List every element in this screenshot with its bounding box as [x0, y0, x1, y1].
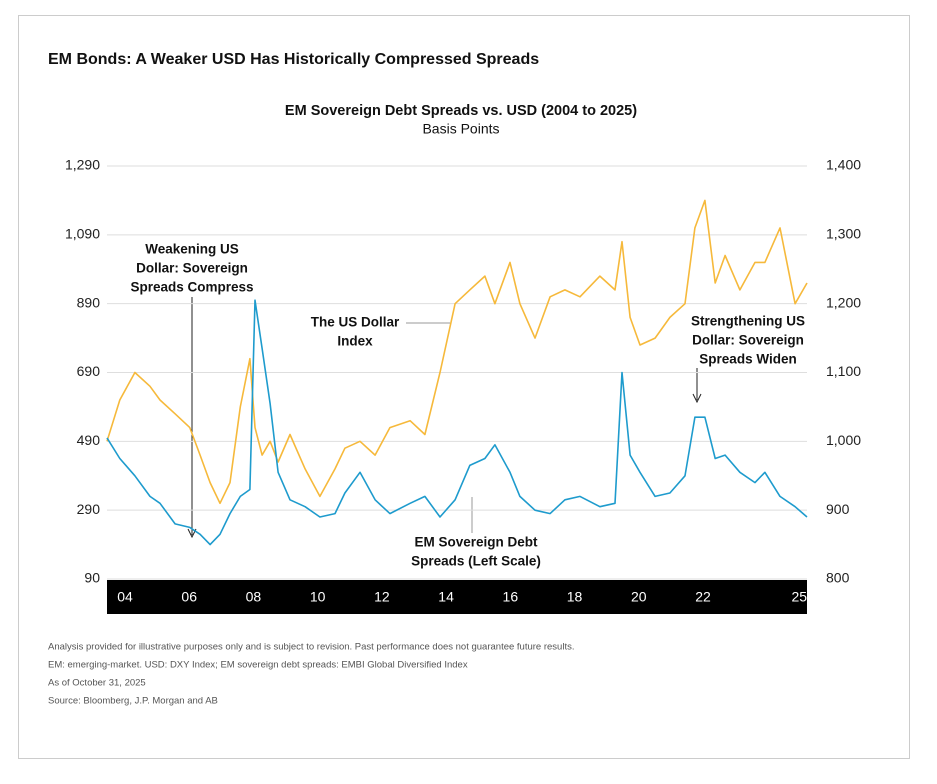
annotation: Spreads (Left Scale) [411, 554, 541, 569]
x-tick-label: 04 [117, 589, 133, 605]
y-tick-label: 1,290 [65, 157, 100, 173]
line-series [106, 299, 808, 546]
y2-tick-label: 1,200 [826, 294, 861, 310]
y-tick-label: 1,090 [65, 226, 100, 242]
y-tick-label: 490 [77, 432, 101, 448]
y2-tick-label: 1,400 [826, 157, 861, 173]
chart-title: EM Sovereign Debt Spreads vs. USD (2004 … [285, 103, 637, 119]
annotation: Dollar: Sovereign [136, 261, 248, 276]
line-series [106, 199, 808, 505]
y2-tick-label: 800 [826, 570, 850, 586]
y2-tick-label: 900 [826, 501, 850, 517]
x-tick-label: 12 [374, 589, 390, 605]
annotation: Spreads Widen [699, 352, 796, 367]
annotation-lines [187, 297, 702, 539]
x-tick-label: 22 [695, 589, 711, 605]
annotation: Strengthening US [691, 314, 805, 329]
x-tick-label: 20 [631, 589, 647, 605]
annotation: The US Dollar [311, 315, 400, 330]
arrow-head [187, 528, 197, 539]
annotation: EM Sovereign Debt [414, 535, 538, 550]
y2-tick-label: 1,100 [826, 363, 861, 379]
x-tick-label: 10 [310, 589, 326, 605]
x-tick-label: 06 [181, 589, 197, 605]
page-title: EM Bonds: A Weaker USD Has Historically … [48, 51, 539, 68]
annotation: Spreads Compress [130, 280, 253, 295]
x-tick-label: 25 [792, 589, 808, 605]
footnote: Source: Bloomberg, J.P. Morgan and AB [48, 696, 218, 707]
x-tick-label: 08 [246, 589, 262, 605]
footnote: Analysis provided for illustrative purpo… [48, 642, 574, 653]
footnote: EM: emerging-market. USD: DXY Index; EM … [48, 660, 468, 671]
x-axis-band [107, 580, 807, 614]
y-tick-label: 890 [77, 294, 101, 310]
footnote: As of October 31, 2025 [48, 678, 146, 689]
y-tick-label: 290 [77, 501, 101, 517]
arrow-head [692, 393, 702, 404]
annotation: Weakening US [145, 242, 239, 257]
frame [18, 15, 910, 759]
y-tick-label: 90 [84, 570, 100, 586]
x-tick-label: 14 [438, 589, 454, 605]
y2-tick-label: 1,300 [826, 226, 861, 242]
chart-subtitle: Basis Points [422, 121, 499, 137]
y2-tick-label: 1,000 [826, 432, 861, 448]
y-tick-label: 690 [77, 363, 101, 379]
x-tick-label: 18 [567, 589, 583, 605]
annotation: Dollar: Sovereign [692, 333, 804, 348]
x-tick-label: 16 [503, 589, 519, 605]
annotation: Index [337, 334, 373, 349]
